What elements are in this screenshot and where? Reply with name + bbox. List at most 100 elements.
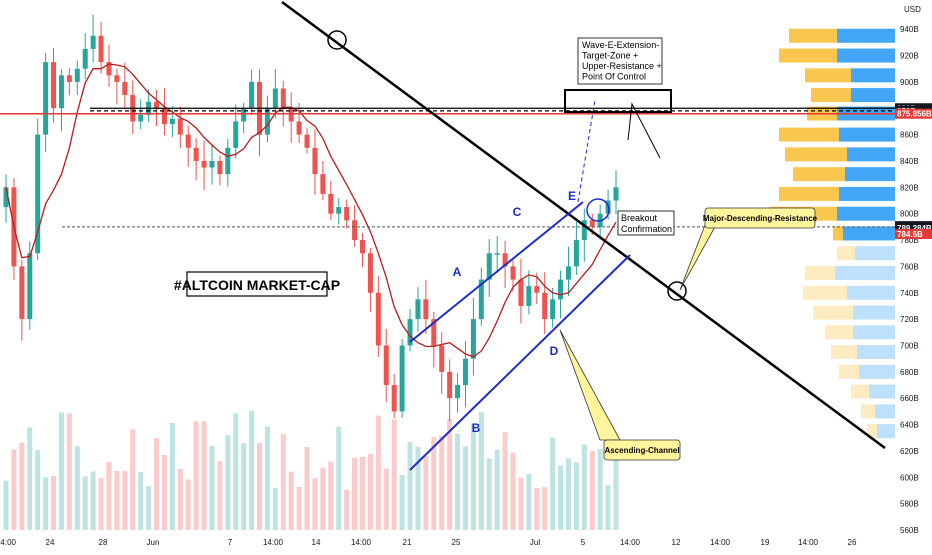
profile-blue-bar	[839, 127, 895, 142]
candle-body	[272, 88, 278, 109]
profile-yellow-bar	[811, 88, 851, 103]
candle-body	[526, 286, 532, 306]
descending-callout-pointer	[679, 224, 717, 291]
profile-blue-bar	[853, 325, 895, 340]
volume-bar	[439, 435, 445, 530]
volume-bar	[74, 445, 80, 530]
y-tick-label: 840B	[900, 157, 919, 166]
volume-bar	[486, 458, 492, 530]
candle-body	[486, 253, 492, 280]
profile-yellow-bar	[805, 68, 851, 83]
y-tick-label: 600B	[900, 473, 919, 482]
volume-bar	[209, 445, 215, 530]
y-tick-label: 900B	[900, 78, 919, 87]
volume-bar	[82, 476, 88, 530]
candle-body	[502, 253, 508, 267]
x-tick-label: 12	[672, 538, 681, 547]
candle-body	[177, 118, 183, 135]
wave-label-b: B	[472, 421, 481, 435]
candle-body	[3, 187, 9, 208]
candle-body	[114, 75, 120, 82]
volume-bar	[407, 441, 413, 530]
profile-yellow-bar	[779, 48, 837, 63]
profile-yellow-bar	[839, 364, 859, 379]
currency-label: USD	[904, 5, 921, 14]
volume-bar	[320, 467, 326, 530]
candlesticks	[3, 14, 619, 422]
y-tick-label: 720B	[900, 315, 919, 324]
profile-yellow-bar	[789, 28, 837, 43]
candle-body	[154, 101, 160, 109]
volume-bar	[257, 443, 263, 530]
price-tag-label: 784.6B	[897, 230, 923, 239]
target-note-line: Target-Zone +	[582, 51, 638, 61]
volume-bar	[58, 412, 64, 530]
candle-body	[494, 253, 500, 255]
profile-yellow-bar	[793, 167, 845, 182]
profile-yellow-bar	[785, 147, 847, 162]
volume-bar	[19, 442, 25, 530]
volume-bar	[27, 427, 33, 530]
candle-body	[27, 253, 33, 320]
time-scale-bg	[0, 533, 932, 550]
profile-yellow-bar	[851, 384, 869, 399]
volume-bar	[90, 471, 96, 530]
candle-body	[344, 207, 350, 221]
candle-body	[233, 121, 239, 148]
profile-blue-bar	[835, 266, 895, 280]
volume-bar	[312, 478, 318, 530]
x-tick-label: 19	[761, 538, 770, 547]
candle-body	[193, 147, 199, 161]
breakout-note-box	[617, 210, 675, 236]
candle-body	[478, 279, 484, 320]
candle-body	[264, 108, 270, 135]
volume-bar	[233, 413, 239, 530]
volume-bar	[415, 446, 421, 530]
volume-bar	[359, 456, 365, 530]
volume-bar	[478, 412, 484, 530]
candle-body	[383, 345, 389, 386]
candle-body	[51, 62, 57, 109]
candle-body	[367, 253, 373, 293]
volume-bar	[550, 437, 556, 530]
y-tick-label: 680B	[900, 368, 919, 377]
candle-body	[589, 220, 595, 227]
x-tick-label: 14:00	[0, 538, 17, 547]
projection-arrow	[627, 102, 661, 159]
price-tag-label: 789.284B	[897, 224, 932, 233]
candle-body	[613, 187, 619, 201]
price-tag	[895, 222, 932, 233]
target-note-line: Point Of Control	[582, 72, 646, 82]
annotations: #ALTCOIN MARKET-CAP A B C D E Wave-E-Extension…	[174, 37, 818, 461]
candle-body	[447, 371, 453, 399]
profile-blue-bar	[869, 384, 895, 399]
volume-bar	[146, 486, 152, 530]
candle-body	[399, 345, 405, 412]
volume-bar	[296, 487, 302, 530]
y-tick-label: 740B	[900, 289, 919, 298]
x-tick-label: Jul	[530, 538, 540, 547]
volume-bar	[336, 426, 342, 530]
y-tick-label: 920B	[900, 52, 919, 61]
volume-bar	[423, 456, 429, 530]
candle-body	[106, 62, 112, 76]
volume-bar	[201, 421, 207, 530]
candle-body	[415, 299, 421, 320]
candle-body	[249, 81, 255, 109]
chart-title: #ALTCOIN MARKET-CAP	[174, 277, 340, 293]
volume-bar	[534, 488, 540, 530]
candle-body	[391, 385, 397, 412]
volume-profile	[769, 28, 895, 439]
volume-bar	[130, 429, 136, 530]
profile-blue-bar	[851, 88, 895, 103]
y-tick-label: 640B	[900, 421, 919, 430]
profile-yellow-bar	[825, 325, 853, 340]
volume-bar	[98, 477, 104, 530]
volume-bar	[518, 477, 524, 530]
volume-bar	[280, 434, 286, 530]
volume-bar	[510, 452, 516, 530]
x-tick-label: 14:00	[263, 538, 284, 547]
profile-blue-bar	[847, 285, 895, 300]
profile-blue-bar	[857, 345, 895, 360]
